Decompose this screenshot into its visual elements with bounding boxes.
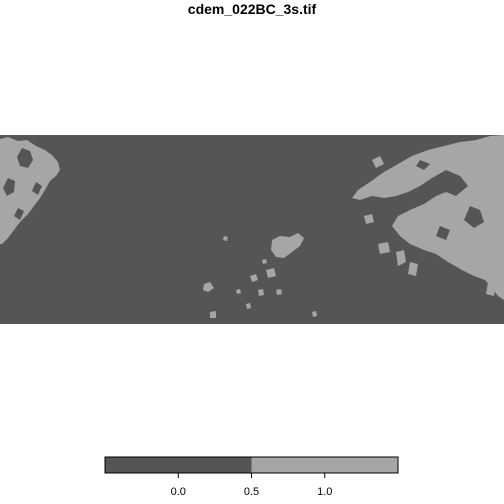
raster-patch — [203, 282, 214, 292]
raster-patch — [408, 262, 418, 276]
raster-patch — [250, 274, 258, 282]
raster-patch — [396, 250, 406, 266]
raster-patch — [266, 268, 276, 278]
raster-patch — [3, 178, 15, 196]
raster-patch — [32, 182, 42, 195]
raster-patch — [464, 206, 484, 228]
raster-patch — [258, 289, 264, 296]
raster-patch — [436, 226, 450, 240]
raster-patch — [17, 148, 33, 168]
raster-patch — [0, 137, 60, 244]
map-title: cdem_022BC_3s.tif — [187, 1, 317, 17]
raster-patch — [210, 311, 216, 318]
raster-patch — [416, 160, 430, 170]
raster-value-1-areas — [0, 135, 504, 318]
legend-tick-label: 0.0 — [171, 486, 186, 498]
legend-ticks: 0.0 0.5 1.0 — [171, 473, 332, 498]
legend-tick-label: 0.5 — [244, 486, 259, 498]
raster-patch — [223, 236, 228, 241]
legend: 0.0 0.5 1.0 — [104, 456, 399, 498]
raster-patch — [364, 214, 374, 224]
raster-patch — [271, 233, 304, 258]
raster-patch — [246, 303, 251, 309]
raster-patch — [352, 135, 504, 300]
raster-patch — [312, 311, 317, 317]
raster-patch — [372, 156, 384, 168]
raster-patch — [378, 242, 390, 254]
raster-patch — [236, 289, 241, 294]
raster-patch — [262, 259, 267, 264]
legend-swatch-high — [251, 457, 398, 473]
raster-patch — [486, 282, 496, 296]
raster-patch — [276, 289, 282, 295]
legend-tick-label: 1.0 — [317, 486, 332, 498]
raster-patch — [14, 208, 24, 220]
legend-swatch-low — [105, 457, 252, 473]
